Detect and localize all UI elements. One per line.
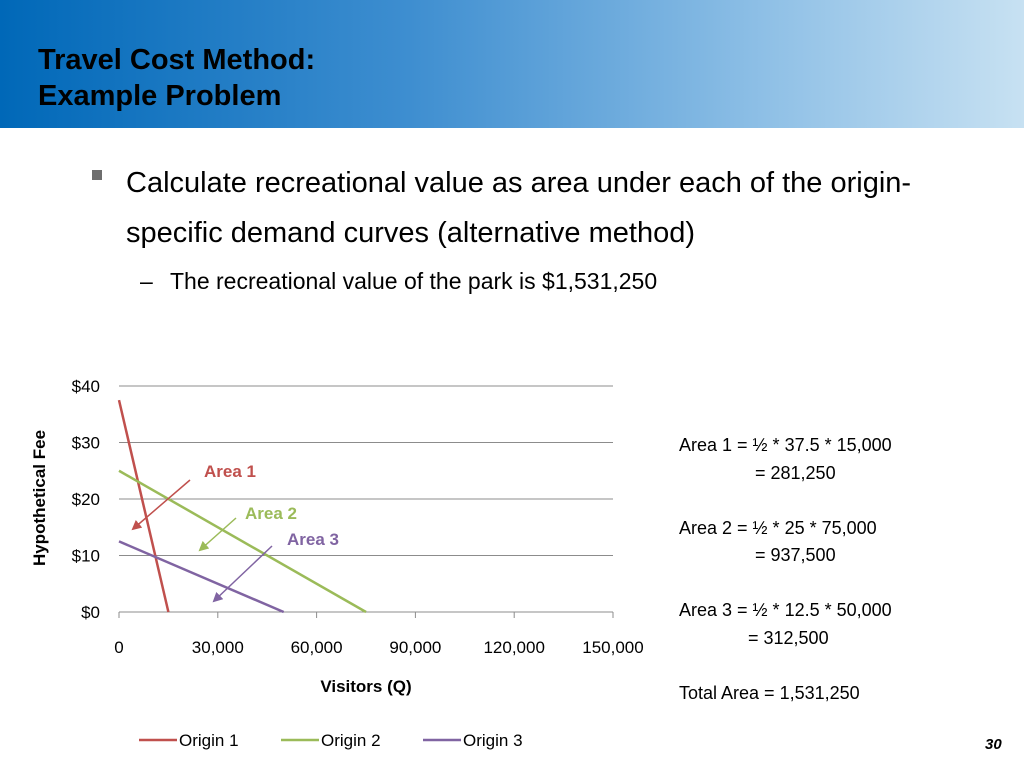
sub-bullet: – The recreational value of the park is $…	[140, 266, 657, 296]
series-line-origin-2	[118, 469, 367, 614]
area-3-formula: Area 3 = ½ * 12.5 * 50,000	[679, 600, 892, 620]
sub-bullet-text: The recreational value of the park is $1…	[170, 268, 658, 294]
y-tick-label: $0	[81, 603, 100, 622]
y-tick-label: $40	[72, 377, 100, 396]
area-2-formula: Area 2 = ½ * 25 * 75,000	[679, 517, 877, 538]
total-area: Total Area = 1,531,250	[679, 682, 860, 703]
area-1-formula: Area 1 = ½ * 37.5 * 15,000	[679, 435, 892, 455]
series-line-origin-3	[118, 540, 285, 614]
area-calculations: Area 1 = ½ * 37.5 * 15,000 = 281,250 Are…	[679, 432, 892, 707]
area-1-label: Area 1	[204, 462, 256, 481]
y-tick-label: $30	[72, 434, 100, 453]
x-tick-label: 30,000	[192, 638, 244, 657]
area-1-result: = 281,250	[755, 462, 836, 483]
title-line-1: Travel Cost Method:	[38, 44, 316, 76]
y-tick-label: $20	[72, 490, 100, 509]
x-axis-title: Visitors (Q)	[320, 677, 411, 696]
area-2-label: Area 2	[245, 504, 297, 523]
series-line-origin-1	[117, 399, 170, 613]
demand-curves-chart: $0 $10 $20 $30 $40 0 30,000 60,000 90,000 120,000…	[30, 377, 644, 750]
x-tick-label: 0	[114, 638, 123, 657]
legend-label-origin-1: Origin 1	[179, 731, 239, 750]
main-bullet-text: Calculate recreational value as area und…	[126, 167, 912, 249]
dash-bullet-icon: –	[140, 268, 153, 294]
x-tick-label: 90,000	[389, 638, 441, 657]
x-tick-label: 60,000	[291, 638, 343, 657]
slide-number: 30	[985, 736, 1002, 753]
slide-title: Travel Cost Method: Example Problem	[38, 42, 315, 114]
area-2-arrow	[198, 517, 237, 552]
area-1-arrow	[131, 479, 191, 531]
square-bullet-icon	[92, 170, 102, 180]
x-tick-label: 150,000	[582, 638, 643, 657]
title-line-2: Example Problem	[38, 80, 282, 112]
area-3-label: Area 3	[287, 530, 339, 549]
legend-label-origin-3: Origin 3	[463, 731, 523, 750]
area-3-result: = 312,500	[748, 627, 829, 648]
area-3-arrow	[212, 545, 273, 603]
y-axis-title: Hypothetical Fee	[30, 430, 49, 566]
y-tick-label: $10	[72, 547, 100, 566]
x-tick-label: 120,000	[483, 638, 544, 657]
legend-label-origin-2: Origin 2	[321, 731, 381, 750]
slide-header	[0, 0, 1024, 128]
area-2-result: = 937,500	[755, 545, 836, 565]
